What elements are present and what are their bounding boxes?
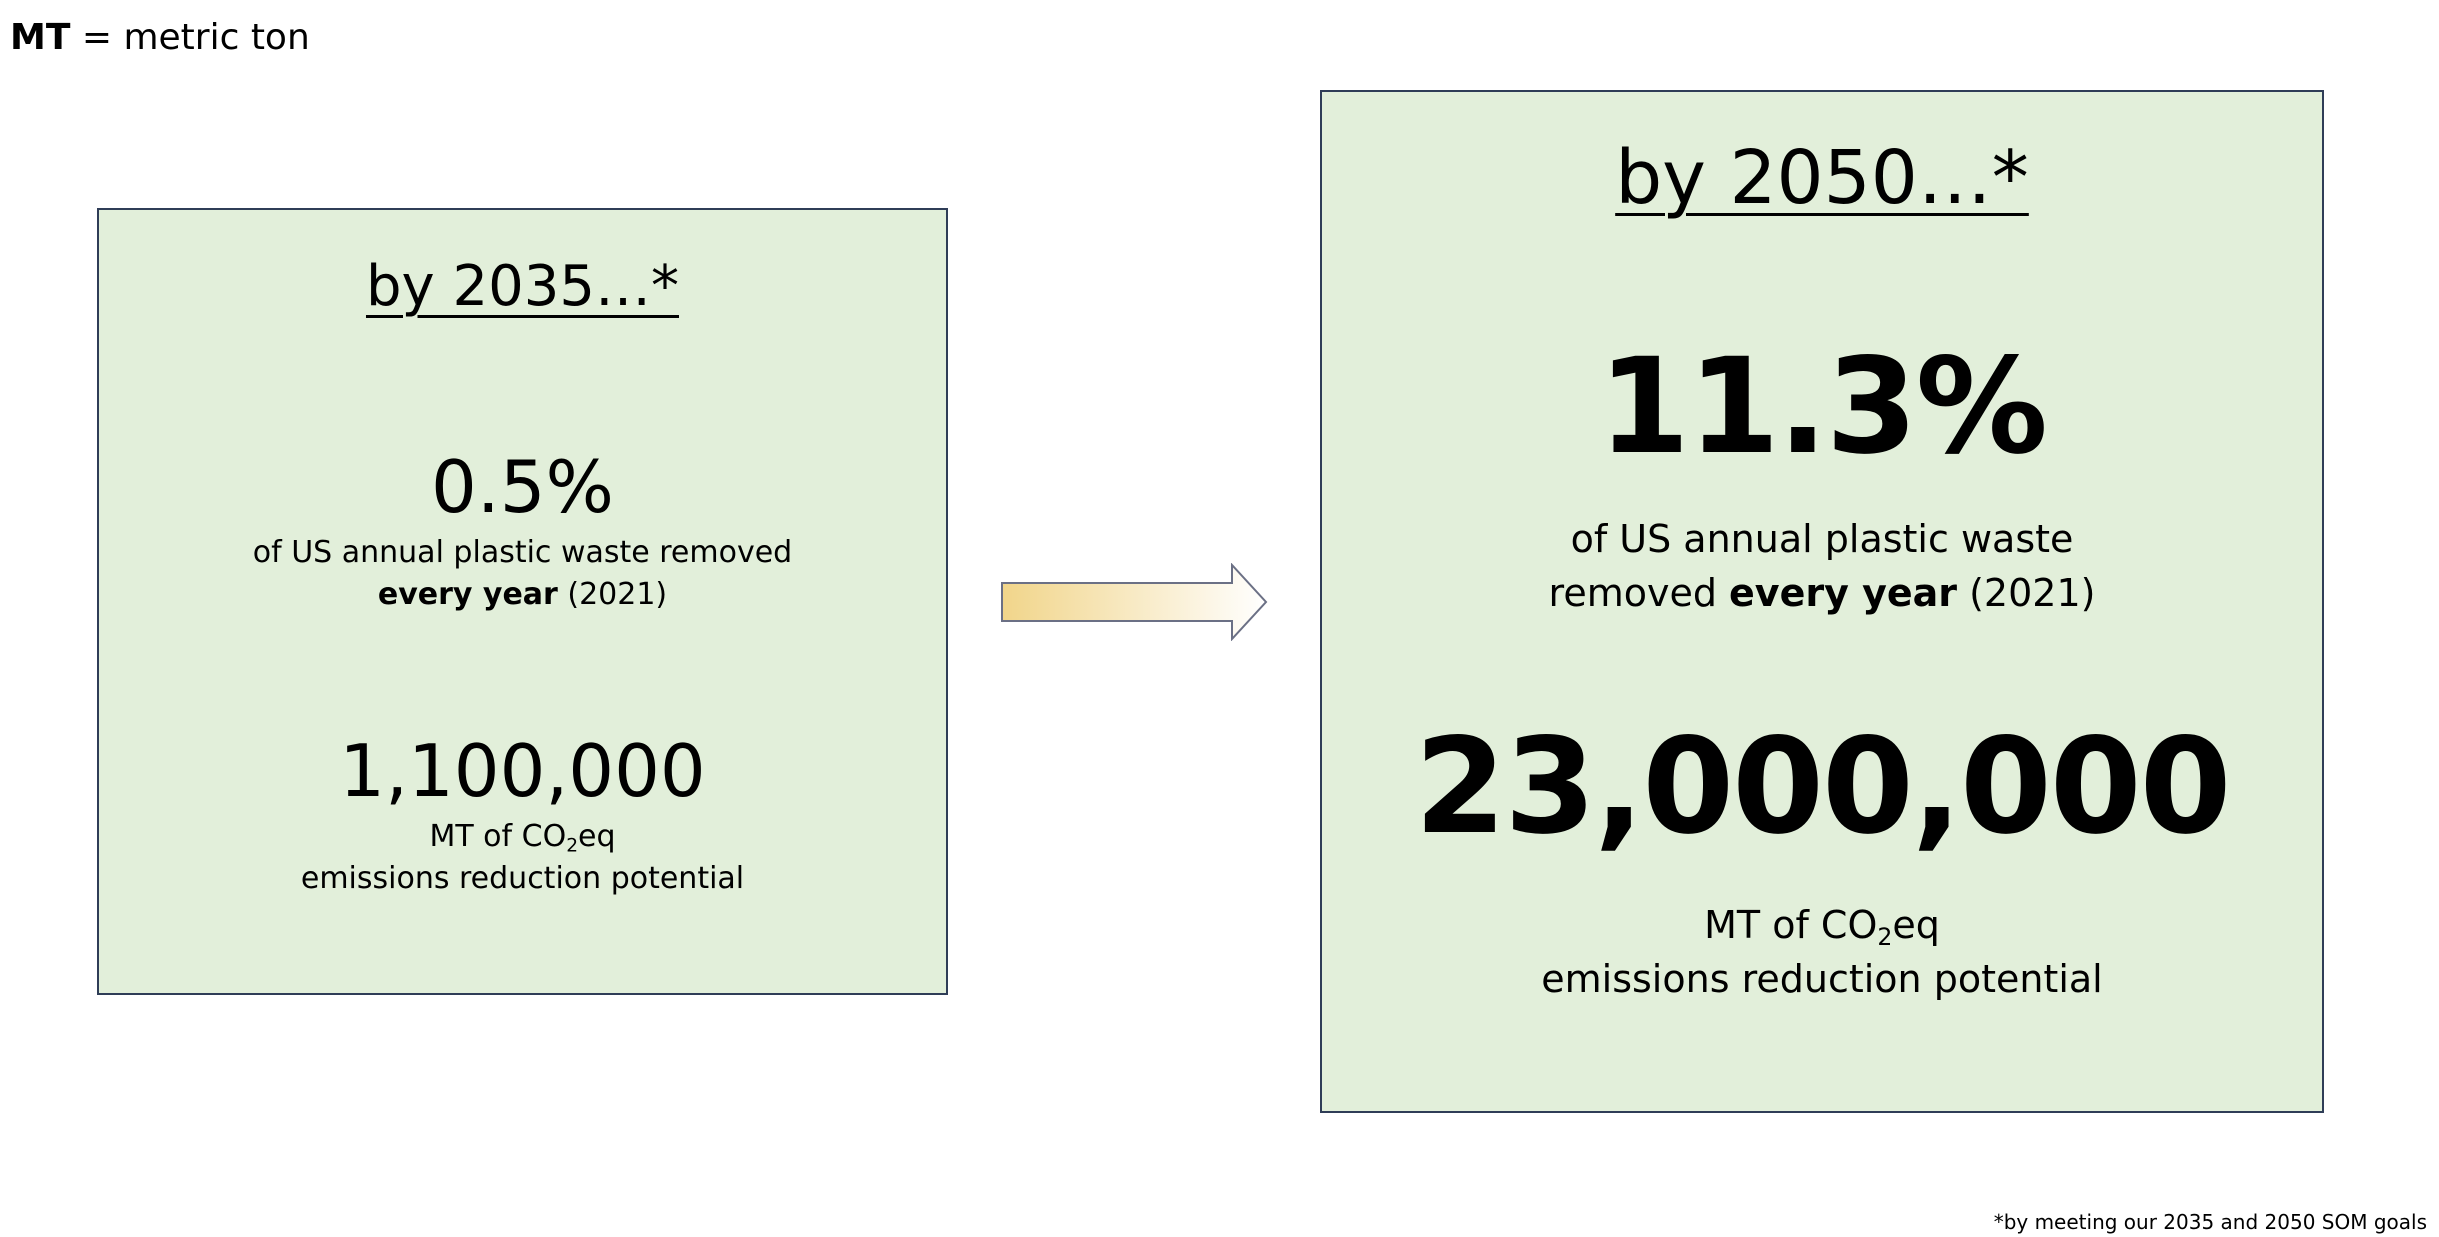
card-2050-stat1-desc-line1: of US annual plastic waste xyxy=(1570,517,2074,561)
card-2035-stat1-value: 0.5% xyxy=(431,445,614,529)
legend-note: MT = metric ton xyxy=(10,14,310,62)
card-2035-stat2-desc-line1: MT of CO2eq xyxy=(99,816,946,858)
card-2035-stat2-desc-prefix: MT of CO xyxy=(429,819,567,854)
card-2035-stat2-desc-suffix: eq xyxy=(578,819,616,854)
card-2035: by 2035…* 0.5% of US annual plastic wast… xyxy=(97,208,948,995)
card-2050-stat2-desc-line1: MT of CO2eq xyxy=(1322,898,2322,952)
card-2035-stat1-desc-bold: every year xyxy=(377,577,558,612)
legend-abbr: MT xyxy=(10,17,71,58)
footnote: *by meeting our 2035 and 2050 SOM goals xyxy=(1993,1210,2427,1234)
card-2035-stat1-desc-rest: (2021) xyxy=(557,577,668,612)
legend-definition: = metric ton xyxy=(70,17,310,58)
card-2035-stat1-desc-line1: of US annual plastic waste removed xyxy=(252,535,793,570)
card-2035-heading: by 2035…* xyxy=(365,254,679,319)
card-2050-stat1-description: of US annual plastic waste removed every… xyxy=(1322,512,2322,620)
card-2050-stat2-desc-prefix: MT of CO xyxy=(1704,903,1878,947)
card-2050-heading-block: by 2050…* xyxy=(1322,132,2322,224)
card-2035-stat2-desc-sub: 2 xyxy=(566,835,579,857)
card-2050-heading: by 2050…* xyxy=(1615,135,2029,221)
card-2050-stat2-desc-line2: emissions reduction potential xyxy=(1541,957,2103,1001)
card-2035-stat2-desc-line2: emissions reduction potential xyxy=(300,861,745,896)
card-2035-stat2-description: MT of CO2eq emissions reduction potentia… xyxy=(99,816,946,900)
card-2050-stat2-desc-suffix: eq xyxy=(1892,903,1940,947)
card-2035-stat2-value: 1,100,000 xyxy=(339,729,706,813)
card-2050-stat2-value: 23,000,000 xyxy=(1414,710,2231,864)
card-2035-stat1-description: of US annual plastic waste removed every… xyxy=(99,532,946,616)
card-2035-heading-block: by 2035…* xyxy=(99,252,946,322)
card-2050-stat1-desc-line2: removed every year (2021) xyxy=(1322,566,2322,620)
card-2050-stat1-desc-pre: removed xyxy=(1548,571,1730,615)
card-2050-stat2-desc-sub: 2 xyxy=(1877,923,1893,952)
right-arrow-icon xyxy=(1001,563,1268,641)
card-2050-stat1-value: 11.3% xyxy=(1598,330,2048,484)
card-2050: by 2050…* 11.3% of US annual plastic was… xyxy=(1320,90,2324,1113)
card-2035-stat1-desc-line2: every year (2021) xyxy=(99,574,946,616)
card-2050-stat1-desc-bold: every year xyxy=(1729,571,1958,615)
card-2050-stat2-description: MT of CO2eq emissions reduction potentia… xyxy=(1322,898,2322,1006)
card-2050-stat1-desc-rest: (2021) xyxy=(1957,571,2096,615)
